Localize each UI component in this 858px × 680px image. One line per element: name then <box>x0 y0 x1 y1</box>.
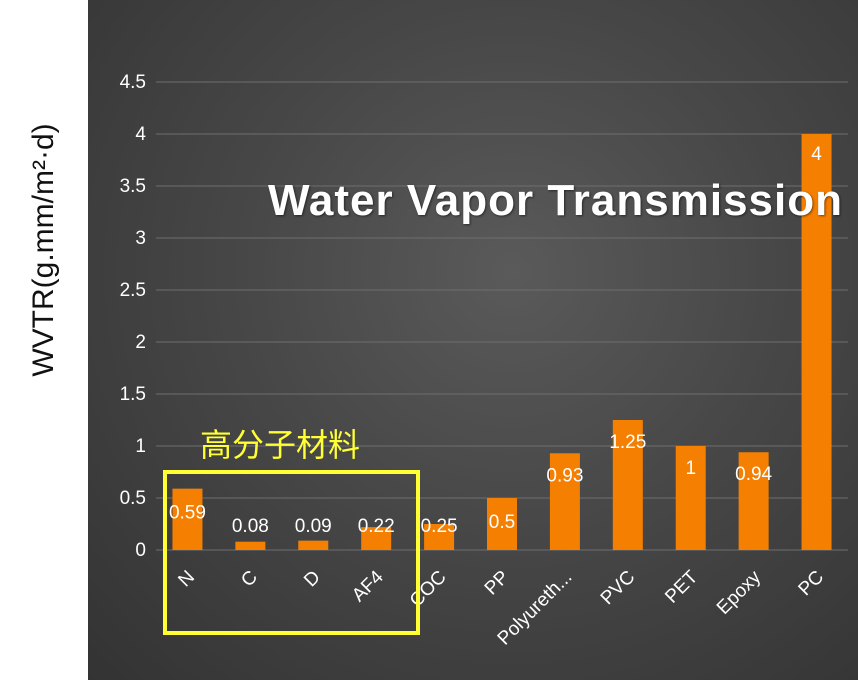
bar <box>612 420 643 550</box>
y-axis-title: WVTR(g.mm/m²·d) <box>27 123 60 377</box>
category-label: PC <box>795 567 829 601</box>
bar <box>801 134 832 550</box>
y-tick-label: 4 <box>135 124 146 145</box>
y-tick-label: 1 <box>135 436 146 457</box>
bar <box>172 488 203 550</box>
data-label: 4 <box>811 144 822 165</box>
polymer-group-label: 高分子材料 <box>200 426 361 464</box>
category-label: PP <box>481 567 514 600</box>
data-label: 1.25 <box>609 432 646 453</box>
y-axis-title-area: WVTR(g.mm/m²·d) <box>0 0 88 680</box>
data-label: 0.93 <box>546 465 583 486</box>
data-label: 0.94 <box>735 464 772 485</box>
data-label: 0.25 <box>421 516 458 537</box>
bar <box>487 498 517 550</box>
y-tick-label: 1.5 <box>120 384 146 405</box>
bars <box>172 134 832 550</box>
category-label: PET <box>661 566 702 607</box>
y-tick-label: 3.5 <box>120 176 146 197</box>
y-tick-label: 0 <box>135 540 146 561</box>
category-label: PVC <box>597 567 639 609</box>
y-tick-label: 3 <box>135 228 146 249</box>
bar <box>298 540 329 550</box>
bar <box>424 524 455 550</box>
data-label: 0.59 <box>169 503 206 524</box>
bar <box>738 452 769 550</box>
data-label: 0.08 <box>232 516 269 537</box>
y-tick-label: 2 <box>135 332 146 353</box>
data-label: 0.22 <box>358 516 395 537</box>
bar <box>361 527 392 550</box>
data-label: 0.5 <box>489 512 515 533</box>
chart-panel: 0 0.5 1 1.5 2 2.5 3 3.5 4 4.5 0.59 0.08 0.09 0.22 0.2… <box>88 0 858 680</box>
bar <box>675 446 706 550</box>
y-tick-label: 2.5 <box>120 280 146 301</box>
bar <box>549 453 580 550</box>
data-labels: 0.59 0.08 0.09 0.22 0.25 0.5 0.93 1.25 1 0.94 4 <box>169 144 822 537</box>
chart-title: Water Vapor Transmission <box>268 176 843 225</box>
y-tick-label: 4.5 <box>120 72 146 93</box>
data-label: 0.09 <box>295 516 332 537</box>
y-tick-label: 0.5 <box>120 488 146 509</box>
data-label: 1 <box>685 458 696 479</box>
bar <box>235 541 266 550</box>
polymer-group-highlight-box <box>163 470 420 635</box>
y-tick-labels: 0 0.5 1 1.5 2 2.5 3 3.5 4 4.5 <box>120 72 147 561</box>
category-label: Epoxy <box>713 566 766 619</box>
bar-chart: 0 0.5 1 1.5 2 2.5 3 3.5 4 4.5 0.59 0.08 0.09 0.22 0.2… <box>120 72 848 649</box>
